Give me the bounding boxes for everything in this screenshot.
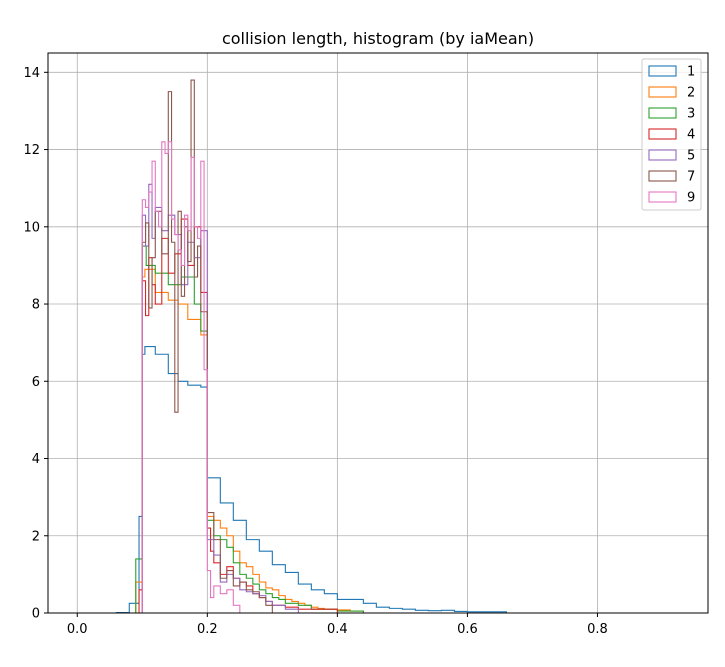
y-tick-label: 8 [32, 298, 40, 313]
x-axis-ticks: 0.0 0.2 0.4 0.6 0.8 [67, 613, 608, 637]
legend-swatch [648, 107, 677, 119]
x-tick-label: 0.0 [67, 622, 88, 637]
legend-swatch [648, 65, 677, 77]
legend: 1 2 3 4 5 7 9 [641, 58, 702, 211]
y-axis-ticks: 0 2 4 6 8 10 12 14 [23, 66, 48, 622]
x-tick-label: 0.8 [587, 622, 608, 637]
grid-lines [48, 53, 708, 614]
legend-label: 2 [687, 86, 695, 101]
y-tick-label: 14 [23, 66, 40, 81]
y-tick-label: 4 [32, 452, 40, 467]
legend-swatch [648, 149, 677, 161]
legend-label: 4 [687, 128, 695, 143]
series-2-step [135, 268, 364, 613]
legend-label: 1 [687, 65, 695, 80]
series-1-step [77, 345, 507, 614]
y-tick-label: 2 [32, 529, 40, 544]
legend-label: 5 [687, 149, 695, 164]
legend-swatch [648, 128, 677, 140]
y-tick-label: 0 [32, 607, 40, 622]
chart-title: collision length, histogram (by iaMean) [222, 29, 534, 48]
legend-label: 3 [687, 107, 695, 122]
legend-label: 7 [687, 170, 695, 185]
series-group [77, 79, 507, 614]
x-tick-label: 0.6 [457, 622, 478, 637]
series-9-step [141, 141, 241, 613]
legend-swatch [648, 170, 677, 182]
series-3-step [135, 245, 364, 613]
legend-swatch [648, 191, 677, 203]
legend-label: 9 [687, 191, 695, 206]
axes-frame [47, 52, 709, 614]
x-tick-label: 0.4 [327, 622, 348, 637]
legend-swatch [648, 86, 677, 98]
y-tick-label: 12 [23, 143, 40, 158]
y-tick-label: 6 [32, 375, 40, 390]
x-tick-label: 0.2 [197, 622, 218, 637]
y-tick-label: 10 [23, 220, 40, 235]
